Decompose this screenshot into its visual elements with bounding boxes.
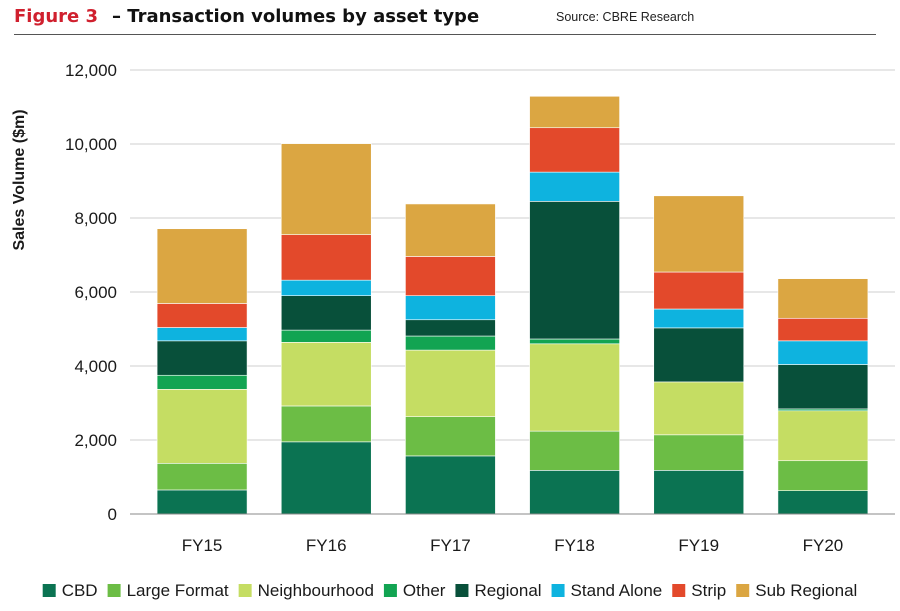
y-tick-label: 2,000 — [74, 431, 117, 450]
x-tick-label: FY20 — [803, 536, 844, 555]
bar-segment-neighbourhood — [405, 349, 496, 417]
bar-segment-large-format — [777, 460, 869, 491]
figure-label: Figure 3 — [14, 6, 99, 27]
bar-segment-stand-alone — [280, 279, 372, 297]
legend-label: Stand Alone — [571, 581, 663, 600]
bar-segment-large-format — [280, 405, 372, 443]
legend-swatch — [383, 584, 397, 597]
legend-item-neighbourhood: Neighbourhood — [238, 581, 374, 600]
bar-segment-large-format — [156, 463, 248, 491]
legend-item-strip: Strip — [672, 581, 726, 600]
legend-swatch — [107, 584, 121, 597]
bar-segment-strip — [280, 234, 372, 281]
bar-segment-strip — [653, 271, 745, 310]
bar-segment-other — [280, 329, 372, 343]
bar-segment-other — [529, 338, 620, 345]
bar-segment-sub-regional — [653, 195, 745, 273]
y-tick-label: 8,000 — [74, 209, 117, 228]
legend-label: Regional — [474, 581, 541, 600]
bar-segment-neighbourhood — [653, 381, 745, 436]
x-tick-label: FY18 — [554, 536, 595, 555]
legend-swatch — [42, 584, 56, 597]
legend: CBD Large Format Neighbourhood Other Regiona… — [42, 581, 857, 600]
bar-segment-sub-regional — [777, 278, 869, 319]
x-tick-label: FY16 — [306, 536, 347, 555]
y-axis-ticks: 0 2,000 4,000 6,000 8,000 10,000 12,000 — [65, 61, 117, 524]
legend-item-cbd: CBD — [42, 581, 98, 600]
legend-item-sub-regional: Sub Regional — [736, 581, 857, 600]
bar-segment-sub-regional — [529, 95, 620, 129]
bar-segment-sub-regional — [280, 143, 372, 235]
bar-segment-stand-alone — [653, 308, 745, 329]
bar-segment-cbd — [156, 489, 248, 515]
bar-segment-strip — [529, 127, 620, 173]
gridlines — [130, 69, 895, 441]
header-rule — [14, 34, 876, 35]
y-tick-label: 0 — [108, 505, 117, 524]
bar-segment-large-format — [529, 430, 620, 471]
bar-segment-other — [405, 335, 496, 351]
bar-segment-sub-regional — [156, 228, 248, 304]
bar-segment-other — [156, 374, 248, 390]
y-tick-label: 12,000 — [65, 61, 117, 80]
legend-label: Strip — [691, 581, 726, 600]
bar-segment-regional — [777, 364, 869, 410]
bar-segment-regional — [280, 295, 372, 331]
bar-segment-stand-alone — [405, 295, 496, 321]
y-tick-label: 10,000 — [65, 135, 117, 154]
legend-swatch — [551, 584, 565, 597]
figure-title: – Transaction volumes by asset type — [112, 6, 480, 27]
bars — [156, 95, 869, 515]
bar-segment-neighbourhood — [529, 343, 620, 432]
bar-segment-cbd — [777, 490, 869, 515]
figure-source: Source: CBRE Research — [556, 10, 695, 24]
y-tick-label: 4,000 — [74, 357, 117, 376]
bar-segment-sub-regional — [405, 203, 496, 257]
bar-segment-large-format — [653, 434, 745, 471]
legend-item-stand-alone: Stand Alone — [551, 581, 663, 600]
legend-label: CBD — [62, 581, 98, 600]
bar-segment-stand-alone — [156, 327, 248, 342]
legend-label: Sub Regional — [755, 581, 857, 600]
bar-segment-regional — [529, 201, 620, 340]
bar-segment-cbd — [529, 470, 620, 515]
bar-segment-strip — [405, 256, 496, 297]
legend-label: Large Format — [127, 581, 229, 600]
legend-item-large-format: Large Format — [107, 581, 229, 600]
legend-label: Other — [403, 581, 446, 600]
legend-item-other: Other — [383, 581, 446, 600]
x-tick-label: FY17 — [430, 536, 471, 555]
x-axis-ticks: FY15 FY16 FY17 FY18 FY19 FY20 — [182, 536, 843, 555]
x-tick-label: FY15 — [182, 536, 223, 555]
bar-segment-stand-alone — [777, 340, 869, 365]
bar-segment-neighbourhood — [156, 389, 248, 464]
legend-swatch — [455, 584, 469, 597]
legend-swatch — [238, 584, 252, 597]
figure-header: Figure 3 – Transaction volumes by asset … — [14, 6, 884, 34]
x-tick-label: FY19 — [678, 536, 719, 555]
bar-segment-strip — [777, 317, 869, 342]
bar-segment-regional — [405, 319, 496, 337]
legend-label: Neighbourhood — [258, 581, 374, 600]
bar-segment-regional — [653, 327, 745, 383]
legend-item-regional: Regional — [455, 581, 542, 600]
y-tick-label: 6,000 — [74, 283, 117, 302]
bar-segment-large-format — [405, 416, 496, 457]
bar-segment-cbd — [653, 470, 745, 515]
bar-segment-cbd — [280, 441, 372, 515]
bar-segment-stand-alone — [529, 171, 620, 202]
bar-segment-strip — [156, 303, 248, 328]
legend-swatch — [672, 584, 686, 597]
bar-segment-cbd — [405, 455, 496, 515]
y-axis-title: Sales Volume ($m) — [11, 109, 28, 250]
bar-segment-regional — [156, 340, 248, 376]
legend-swatch — [736, 584, 750, 597]
bar-segment-neighbourhood — [777, 410, 869, 462]
bar-segment-neighbourhood — [280, 342, 372, 407]
